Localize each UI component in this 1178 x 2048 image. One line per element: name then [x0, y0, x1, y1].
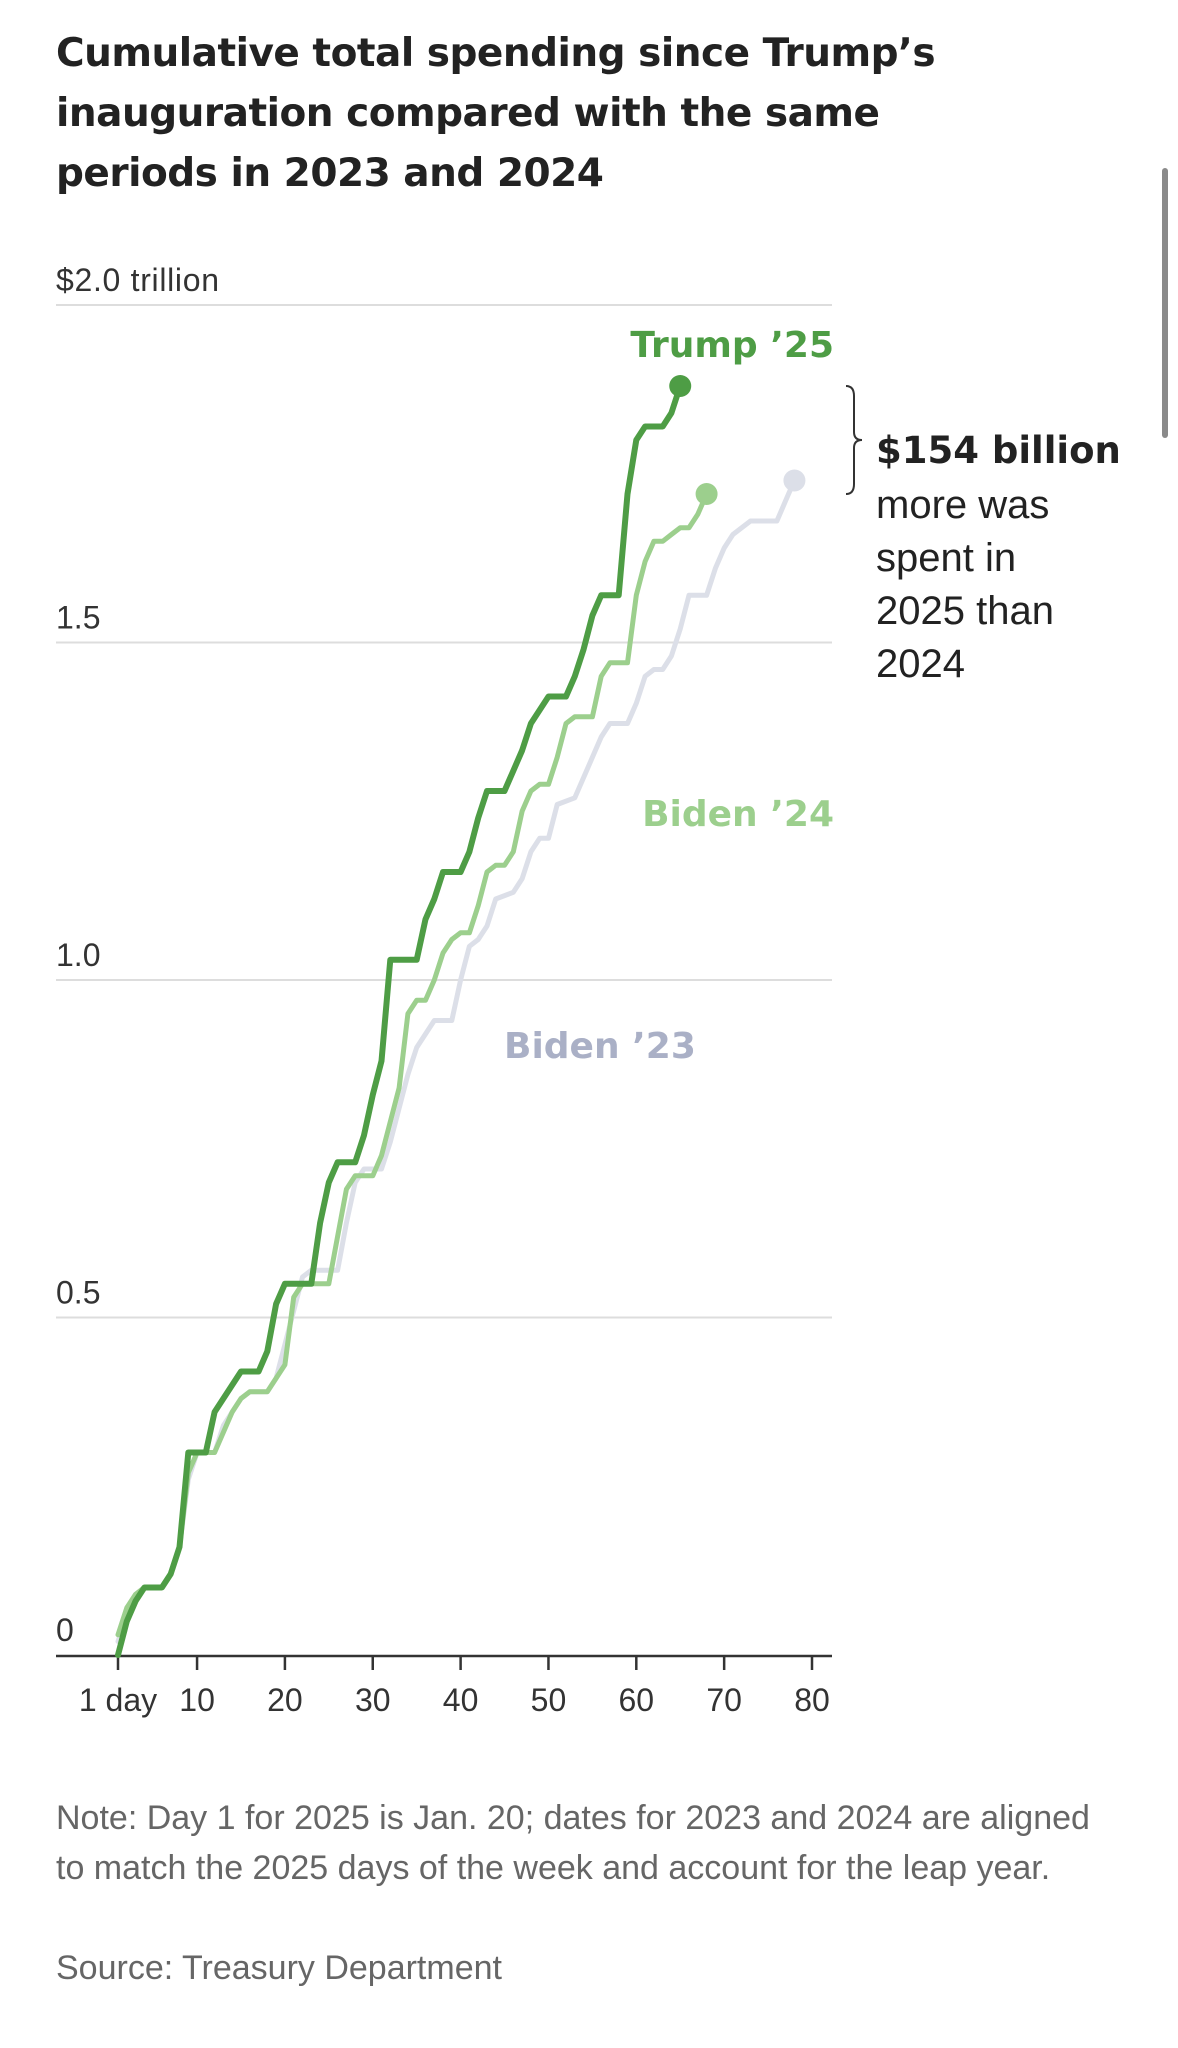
annotation-text-line: spent in	[876, 536, 1016, 580]
series-label-biden23: Biden ’23	[504, 1026, 696, 1067]
series-lines	[115, 375, 806, 1658]
y-axis-labels: 0 0.5 1.0 1.5 $2.0 trillion	[56, 262, 219, 1648]
x-tick-label: 70	[706, 1682, 742, 1718]
series-end-point	[669, 375, 692, 397]
series-end-point	[695, 483, 718, 505]
series-label-trump: Trump ’25	[630, 325, 834, 366]
x-tick-label: 1 day	[79, 1682, 157, 1718]
gridlines	[56, 304, 832, 1319]
line-chart: 0 0.5 1.0 1.5 $2.0 trillion 1 day 10 20 30 40 50 6…	[56, 262, 1121, 1718]
y-tick-label: 0	[56, 1612, 74, 1648]
chart-note: Note: Day 1 for 2025 is Jan. 20; dates f…	[56, 1799, 1090, 1887]
x-tick-label: 60	[619, 1682, 655, 1718]
x-tick-label: 30	[355, 1682, 391, 1718]
x-tick-label: 20	[267, 1682, 303, 1718]
y-tick-label: 1.0	[56, 937, 100, 973]
scrollbar[interactable]	[1162, 168, 1168, 438]
x-tick-label: 40	[443, 1682, 479, 1718]
series-end-point	[783, 469, 806, 492]
annotation-text-line: 2024	[876, 642, 965, 686]
x-tick-label: 50	[531, 1682, 567, 1718]
y-tick-label: $2.0 trillion	[56, 262, 219, 298]
x-axis: 1 day 10 20 30 40 50 60 70 80	[56, 1654, 832, 1718]
chart-title: Cumulative total spending since Trump’s …	[56, 31, 936, 196]
y-tick-label: 1.5	[56, 600, 100, 636]
series-line	[115, 491, 710, 1638]
series-line	[115, 383, 684, 1658]
annotation-amount: $154 billion	[876, 429, 1121, 472]
y-tick-label: 0.5	[56, 1275, 100, 1311]
series-labels: Trump ’25 Biden ’24 Biden ’23	[504, 325, 834, 1067]
x-tick-label: 10	[179, 1682, 215, 1718]
x-tick-label: 80	[794, 1682, 830, 1718]
series-label-biden24: Biden ’24	[642, 794, 834, 835]
annotation: $154 billion more was spent in 2025 than 202…	[845, 385, 1121, 686]
annotation-brace	[845, 385, 863, 495]
chart-source: Source: Treasury Department	[56, 1949, 502, 1987]
annotation-text-line: more was	[876, 483, 1049, 527]
annotation-text-line: 2025 than	[876, 589, 1054, 633]
